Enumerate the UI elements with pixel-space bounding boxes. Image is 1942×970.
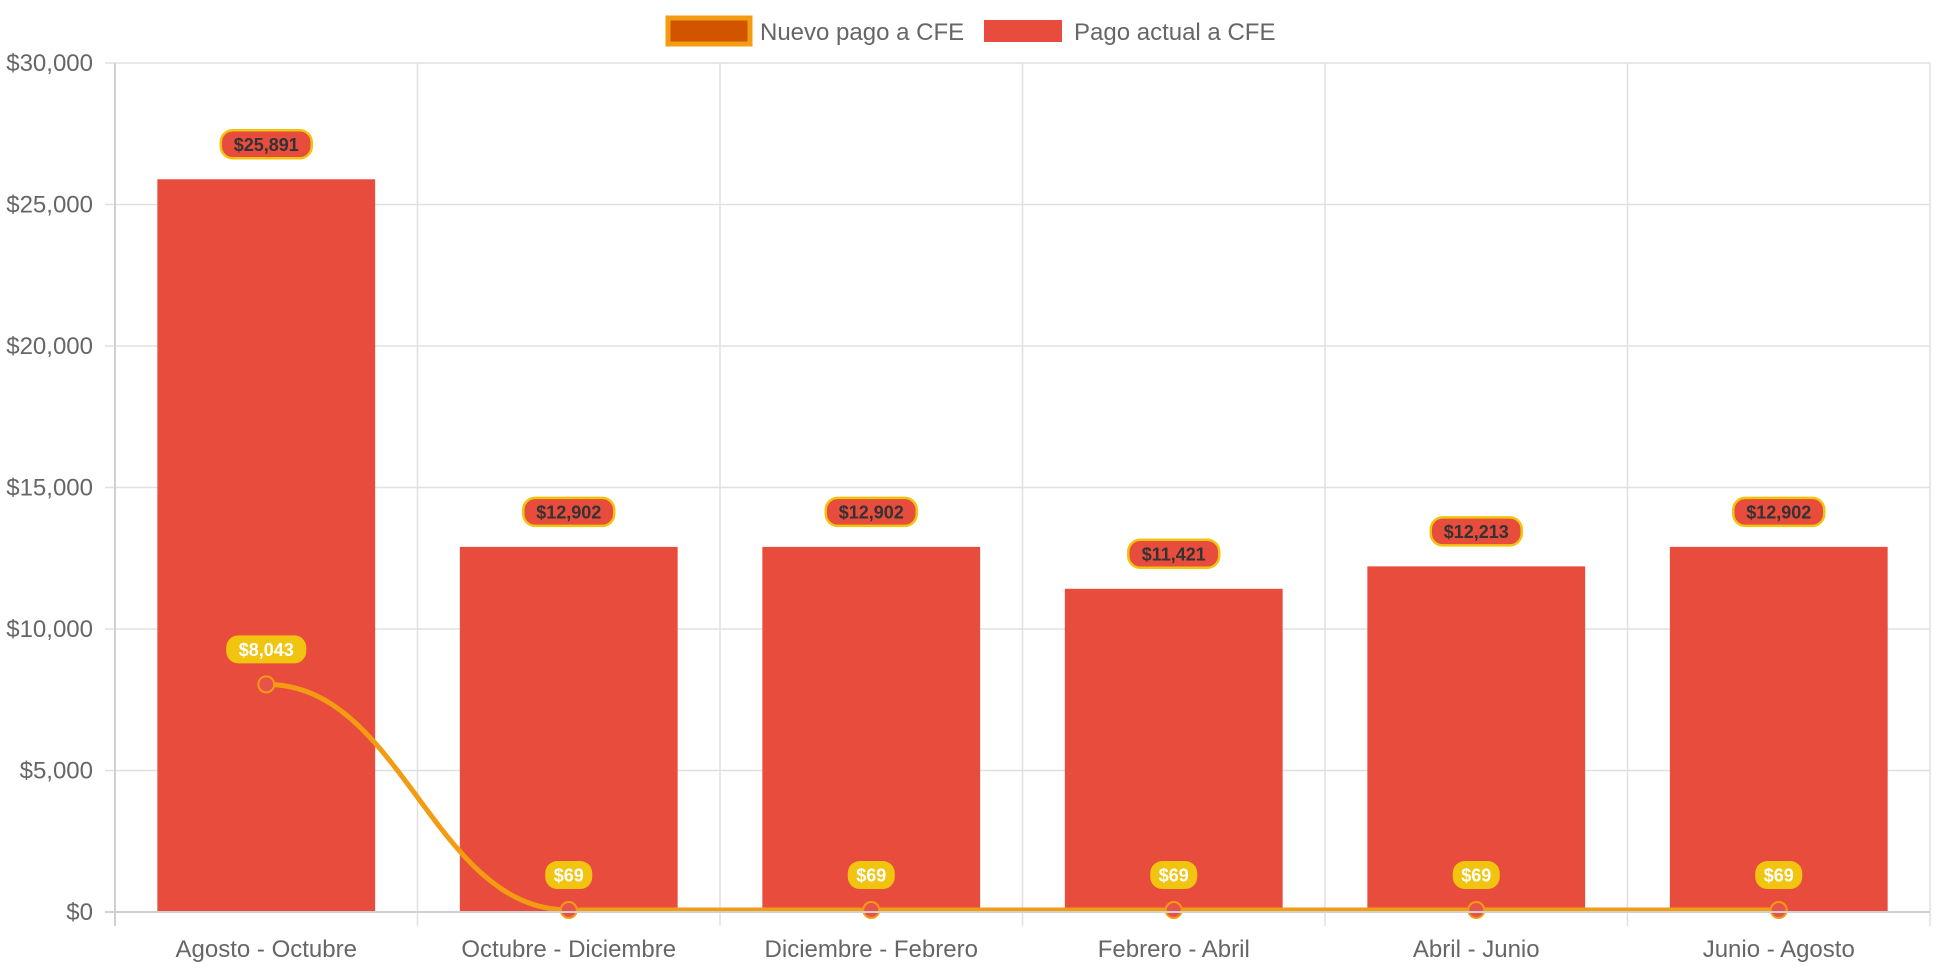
bar (762, 546, 981, 912)
bar-value-label-bg (522, 496, 616, 528)
data-labels: $25,891 $12,902 $12,902 $11,421 $12,213 $12,9… (219, 129, 1826, 890)
legend-swatch-pago-actual (984, 20, 1062, 42)
x-tick-label: Junio - Agosto (1703, 936, 1855, 963)
bar (1367, 566, 1586, 912)
line-value-label-bg (545, 861, 593, 890)
line-point (1769, 901, 1788, 920)
y-tick-label: $15,000 (6, 475, 93, 502)
y-tick-label: $30,000 (6, 50, 93, 77)
y-tick-label: $5,000 (20, 758, 93, 785)
x-tick-label: Febrero - Abril (1098, 936, 1250, 963)
line-value-label-bg (226, 635, 307, 664)
y-tick-label: $20,000 (6, 333, 93, 360)
line-value-label: $8,043 (239, 640, 294, 660)
line-value-label-bg (1452, 861, 1500, 890)
bar (459, 546, 678, 912)
bar (157, 179, 376, 913)
legend-label-pago-actual: Pago actual a CFE (1074, 19, 1275, 46)
bar-value-label: $11,421 (1142, 544, 1206, 564)
line-point (559, 901, 578, 920)
legend-swatch-nuevo-pago (665, 15, 753, 47)
x-tick-label: Agosto - Octubre (176, 936, 357, 963)
bar-value-label-bg (1732, 496, 1826, 528)
x-tick-label: Octubre - Diciembre (461, 936, 676, 963)
bar-value-label: $12,902 (839, 502, 904, 522)
line-value-label: $69 (856, 866, 886, 886)
y-tick-label: $10,000 (6, 616, 93, 643)
legend-item-nuevo-pago[interactable]: Nuevo pago a CFE (665, 15, 964, 47)
grid (105, 62, 1931, 926)
line-value-label-bg (1150, 861, 1198, 890)
line-series (257, 675, 1788, 920)
line-value-label: $69 (1764, 866, 1794, 886)
x-tick-label: Diciembre - Febrero (765, 936, 978, 963)
line-value-label-bg (1755, 861, 1803, 890)
line-point (257, 675, 276, 694)
bar-value-label: $12,902 (536, 502, 601, 522)
bar-value-label: $12,213 (1444, 522, 1509, 542)
bar-value-label-bg (219, 129, 313, 160)
bar (1669, 546, 1888, 912)
bar-value-label-bg (1429, 516, 1523, 547)
bar-value-label-bg (824, 496, 918, 528)
line-point (862, 901, 881, 920)
bar-series (157, 179, 1888, 913)
bar-value-label: $12,902 (1746, 502, 1811, 522)
legend: Nuevo pago a CFE Pago actual a CFE (665, 15, 1275, 47)
y-tick-label: $0 (66, 899, 93, 926)
bar-value-label: $25,891 (234, 135, 299, 155)
line-value-label-bg (847, 861, 895, 890)
legend-label-nuevo-pago: Nuevo pago a CFE (760, 19, 964, 46)
bar-value-label-bg (1127, 538, 1221, 570)
legend-item-pago-actual[interactable]: Pago actual a CFE (984, 19, 1275, 46)
x-tick-label: Abril - Junio (1413, 936, 1540, 963)
line-value-label: $69 (554, 866, 584, 886)
line-path (263, 681, 1782, 913)
line-value-label: $69 (1461, 866, 1491, 886)
bar (1064, 588, 1283, 912)
y-tick-label: $25,000 (6, 192, 93, 219)
line-point (1164, 901, 1183, 920)
axes: $0 $5,000 $10,000 $15,000 $20,000 $25,000 $30,… (6, 50, 1930, 963)
line-value-label: $69 (1159, 866, 1189, 886)
line-point (1467, 901, 1486, 920)
